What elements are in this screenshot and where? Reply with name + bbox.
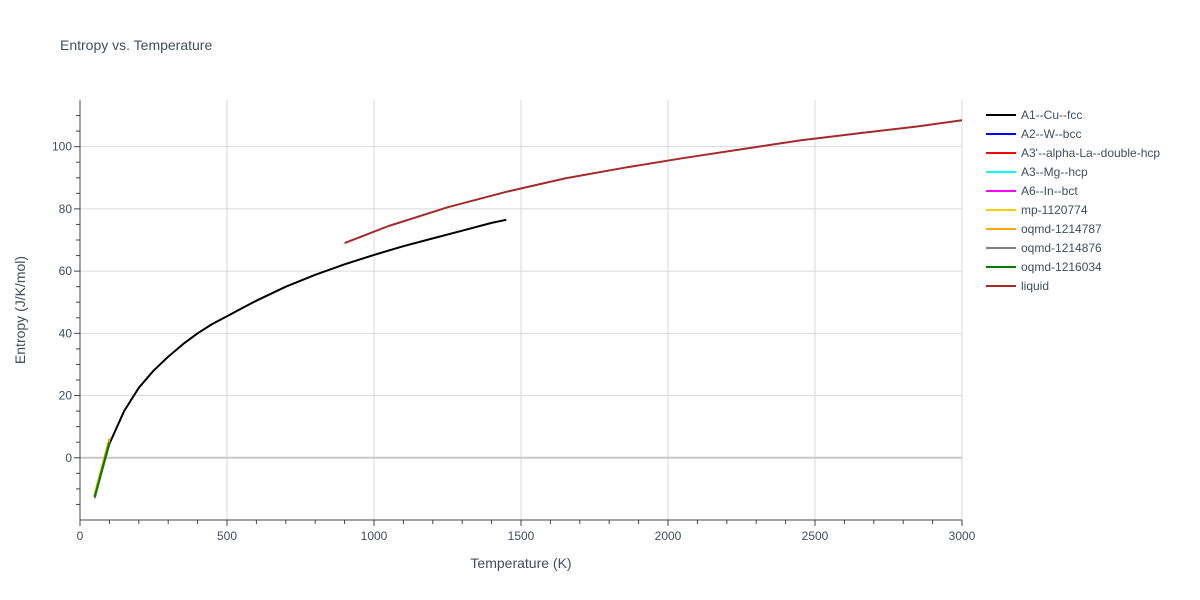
plot-area <box>93 119 963 499</box>
legend-label: A3--Mg--hcp <box>1021 165 1088 179</box>
legend-item-a3-mg-hcp[interactable]: A3--Mg--hcp <box>986 165 1088 179</box>
legend-label: oqmd-1216034 <box>1021 260 1102 274</box>
y-axis-title: Entropy (J/K/mol) <box>12 256 28 364</box>
chart-title: Entropy vs. Temperature <box>60 37 212 53</box>
x-tick-label: 0 <box>77 529 84 543</box>
x-axis-title: Temperature (K) <box>470 555 571 571</box>
legend-item-oqmd-1214876[interactable]: oqmd-1214876 <box>986 241 1102 255</box>
legend-item-a3-alpha-la-double-hcp[interactable]: A3'--alpha-La--double-hcp <box>986 146 1160 160</box>
legend-item-a2-w-bcc[interactable]: A2--W--bcc <box>986 127 1081 141</box>
legend-label: oqmd-1214787 <box>1021 222 1102 236</box>
y-tick-label: 100 <box>52 140 72 154</box>
x-tick-label: 1500 <box>508 529 535 543</box>
series-line-oqmd-1216034 <box>93 441 111 498</box>
legend-item-a1-cu-fcc[interactable]: A1--Cu--fcc <box>986 108 1082 122</box>
legend-label: oqmd-1214876 <box>1021 241 1102 255</box>
x-tick-label: 3000 <box>949 529 976 543</box>
legend-label: A6--In--bct <box>1021 184 1078 198</box>
x-tick-label: 500 <box>217 529 237 543</box>
series-line-liquid <box>344 119 963 245</box>
legend-item-oqmd-1214787[interactable]: oqmd-1214787 <box>986 222 1102 236</box>
legend-label: A2--W--bcc <box>1021 127 1081 141</box>
x-tick-label: 1000 <box>361 529 388 543</box>
legend-label: liquid <box>1021 279 1049 293</box>
legend: A1--Cu--fcc A2--W--bcc A3'--alpha-La--doub… <box>986 108 1160 293</box>
y-tick-label: 0 <box>65 451 72 465</box>
y-tick-label: 20 <box>59 389 73 403</box>
legend-item-mp-1120774[interactable]: mp-1120774 <box>986 203 1088 217</box>
legend-label: A1--Cu--fcc <box>1021 108 1082 122</box>
axes: 0 500 1000 1500 2000 2500 3000 0 20 40 60 80 100 <box>52 100 976 543</box>
x-tick-label: 2500 <box>802 529 829 543</box>
series-line-a1-cu-fcc <box>93 218 507 497</box>
legend-label: A3'--alpha-La--double-hcp <box>1021 146 1160 160</box>
legend-label: mp-1120774 <box>1021 203 1088 217</box>
legend-item-a6-in-bct[interactable]: A6--In--bct <box>986 184 1078 198</box>
x-tick-label: 2000 <box>655 529 682 543</box>
grid <box>80 100 963 520</box>
legend-item-liquid[interactable]: liquid <box>986 279 1049 293</box>
legend-item-oqmd-1216034[interactable]: oqmd-1216034 <box>986 260 1102 274</box>
y-tick-label: 80 <box>59 202 73 216</box>
y-tick-label: 60 <box>59 264 73 278</box>
y-tick-label: 40 <box>59 326 73 340</box>
